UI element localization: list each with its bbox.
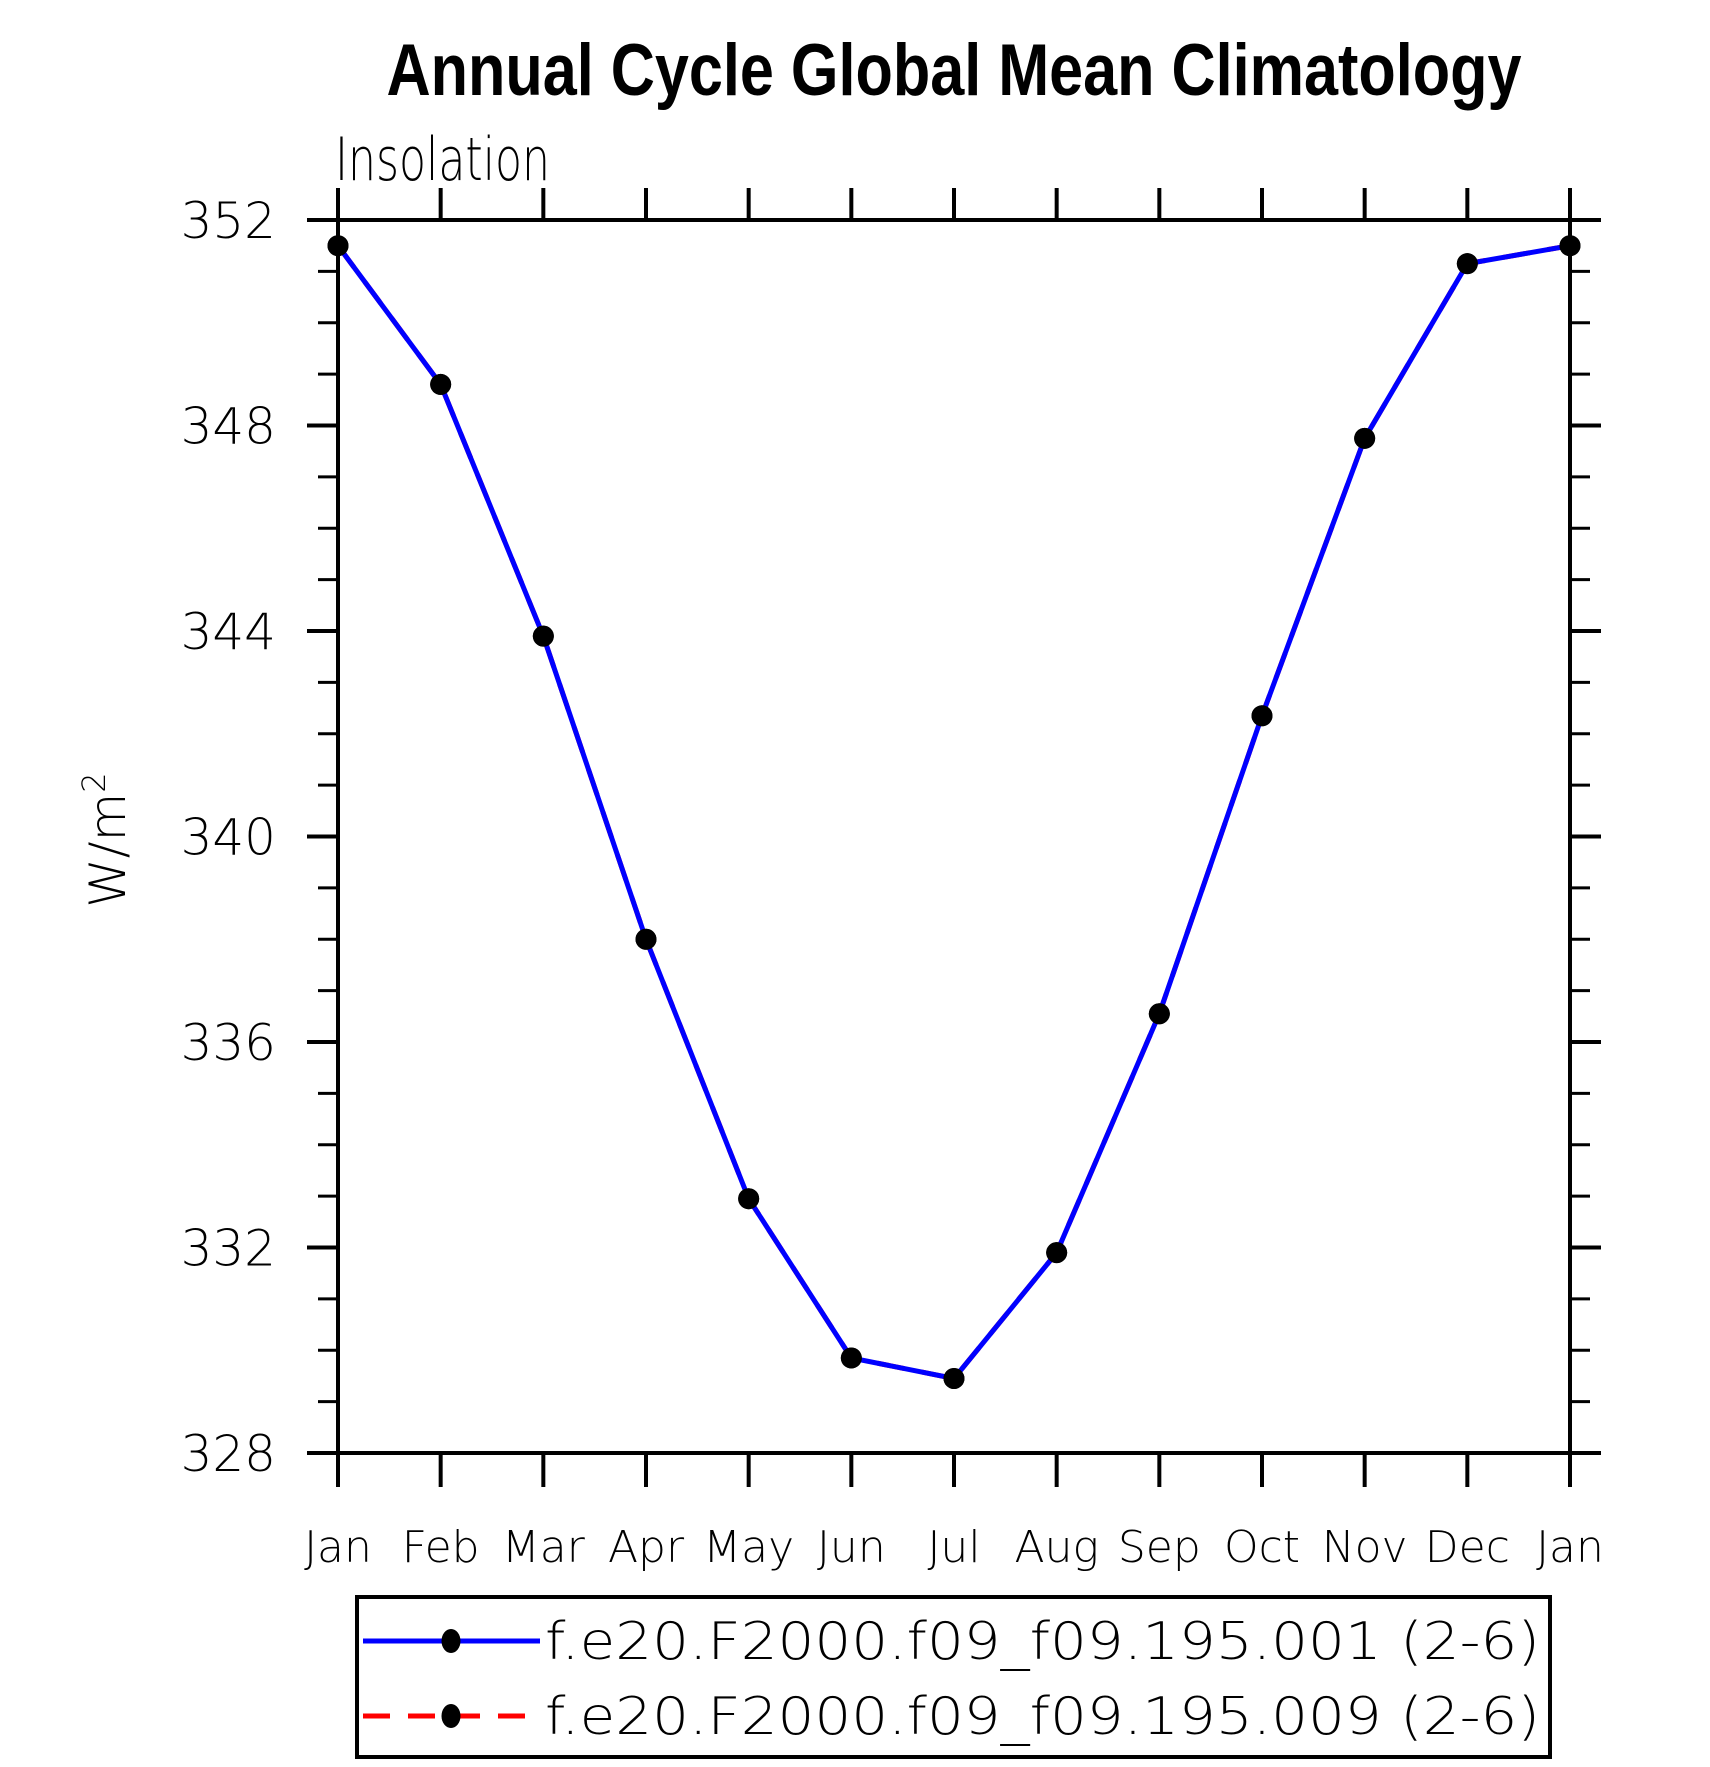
data-point-marker [1251,705,1273,727]
legend-marker-dot-2 [441,1704,461,1728]
chart-title: Annual Cycle Global Mean Climatology [387,30,1522,111]
legend-marker-dot-1 [441,1629,461,1653]
x-tick-label: Mar [502,1522,586,1573]
y-tick-label: 340 [181,809,276,867]
y-tick-label: 328 [181,1425,276,1483]
data-point-marker [1148,1003,1170,1025]
x-tick-label: Aug [1014,1522,1098,1573]
y-tick-label: 332 [181,1220,276,1278]
y-tick-label: 348 [181,398,276,456]
data-point-marker [532,625,554,647]
series-line-solid [335,243,1571,1382]
legend-label-series-1: f.e20.F2000.f09_f09.195.001 (2-6) [545,1612,1540,1672]
data-point-marker [738,1188,760,1210]
data-point-marker [943,1368,965,1390]
y-tick-label: 352 [181,192,276,250]
axes-layer: Jan Feb Mar Apr May Jun Jul Aug Sep Oct Nov Dec Jan 3… [181,188,1604,1573]
x-tick-label: Apr [608,1522,685,1573]
chart-subtitle: Insolation [335,125,550,195]
y-axis-title-base: W/m [79,793,137,908]
series-layer [327,235,1581,1390]
y-axis-title: W/m2 [75,772,137,907]
x-tick-label: Oct [1224,1522,1300,1573]
y-axis-title-superscript: 2 [75,772,113,792]
legend-box [355,1595,1552,1759]
x-tick-label: Jun [817,1522,886,1573]
x-tick-label: Sep [1118,1522,1201,1573]
x-tick-label: Dec [1425,1522,1510,1573]
x-tick-label: Jan [304,1522,372,1573]
data-point-marker [430,373,452,395]
data-point-marker [840,1347,862,1369]
legend: f.e20.F2000.f09_f09.195.001 (2-6) f.e20.… [355,1595,1552,1759]
legend-label-series-2: f.e20.F2000.f09_f09.195.009 (2-6) [545,1687,1540,1747]
data-point-marker [635,928,657,950]
x-tick-label: Nov [1322,1522,1408,1573]
data-point-marker [327,235,349,257]
data-point-marker [1354,427,1376,449]
x-tick-label: May [703,1522,794,1573]
x-tick-label: Jan [1536,1522,1604,1573]
data-point-marker [1046,1242,1068,1264]
x-tick-label: Jul [927,1522,980,1573]
data-point-marker [1456,253,1478,275]
y-tick-label: 344 [181,603,276,661]
y-tick-label: 336 [181,1014,276,1072]
data-point-marker [1559,235,1581,257]
x-tick-label: Feb [402,1522,480,1573]
series-line-dashed [335,243,1571,1382]
